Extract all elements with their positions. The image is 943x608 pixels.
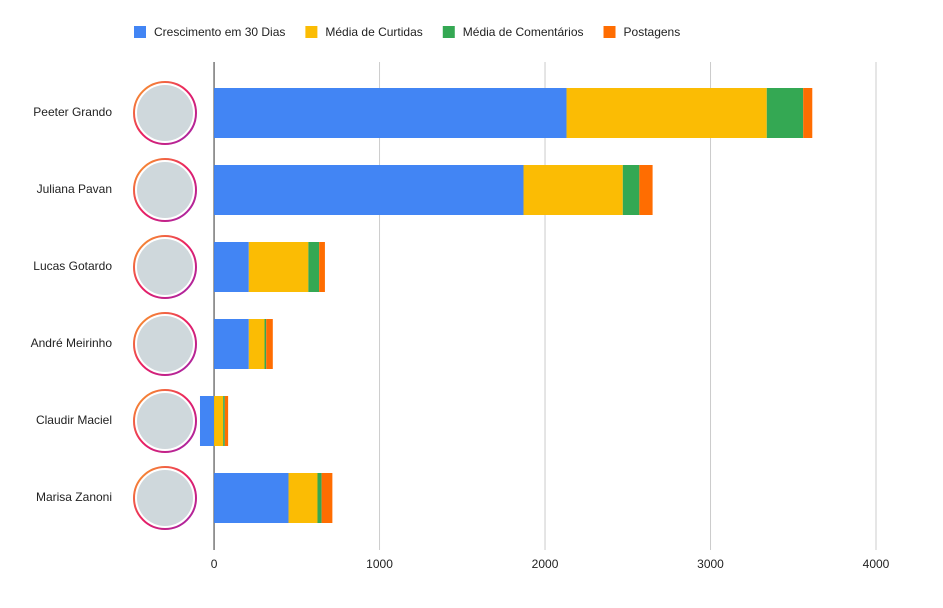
x-tick-label: 4000	[863, 557, 890, 571]
avatar	[137, 239, 193, 295]
x-tick-label: 1000	[366, 557, 393, 571]
bar-segment	[214, 319, 249, 369]
bar-segment	[319, 242, 325, 292]
bar-segment	[266, 319, 273, 369]
y-tick-label: Marisa Zanoni	[36, 490, 112, 504]
x-tick-label: 3000	[697, 557, 724, 571]
legend-swatch	[442, 26, 455, 38]
y-tick-label: André Meirinho	[31, 336, 113, 350]
bar-segment	[566, 88, 767, 138]
bar-segment	[622, 165, 640, 215]
legend-swatch	[134, 26, 146, 38]
legend-label: Crescimento em 30 Dias	[154, 25, 285, 39]
bar-segment	[214, 165, 524, 215]
avatar	[137, 393, 193, 449]
bar-segment	[803, 88, 813, 138]
plot	[199, 88, 813, 523]
legend-swatch	[603, 26, 616, 38]
legend-label: Média de Comentários	[463, 25, 584, 39]
avatar	[137, 316, 193, 372]
y-tick-label: Lucas Gotardo	[33, 259, 112, 273]
y-tick-label: Peeter Grando	[33, 105, 112, 119]
bar-segment	[214, 88, 567, 138]
avatar-ring	[133, 81, 197, 145]
y-tick-label: Juliana Pavan	[37, 182, 112, 196]
bar-segment	[199, 396, 215, 446]
bar-segment	[248, 242, 309, 292]
y-tick-label: Claudir Maciel	[36, 413, 112, 427]
grid	[213, 62, 877, 550]
bar-segment	[288, 473, 318, 523]
bar-segment	[264, 319, 267, 369]
bar-segment	[321, 473, 333, 523]
avatar-ring	[133, 466, 197, 530]
bar-segment	[766, 88, 804, 138]
avatar	[137, 470, 193, 526]
avatar-ring	[133, 312, 197, 376]
legend-label: Média de Curtidas	[325, 25, 422, 39]
bar-segment	[308, 242, 320, 292]
avatar-ring	[133, 235, 197, 299]
avatar-ring	[133, 158, 197, 222]
bar-segment	[214, 396, 224, 446]
avatar	[137, 162, 193, 218]
avatar	[137, 85, 193, 141]
x-tick-label: 0	[211, 557, 218, 571]
bar-segment	[523, 165, 623, 215]
x-tick-label: 2000	[532, 557, 559, 571]
bar-segment	[224, 396, 229, 446]
bar-segment	[639, 165, 653, 215]
bar-segment	[248, 319, 265, 369]
bar-segment	[317, 473, 322, 523]
bar-segment	[223, 396, 225, 446]
legend-swatch	[305, 26, 318, 38]
bar-segment	[214, 242, 249, 292]
legend-label: Postagens	[624, 25, 681, 39]
bar-segment	[214, 473, 289, 523]
avatar-ring	[133, 389, 197, 453]
